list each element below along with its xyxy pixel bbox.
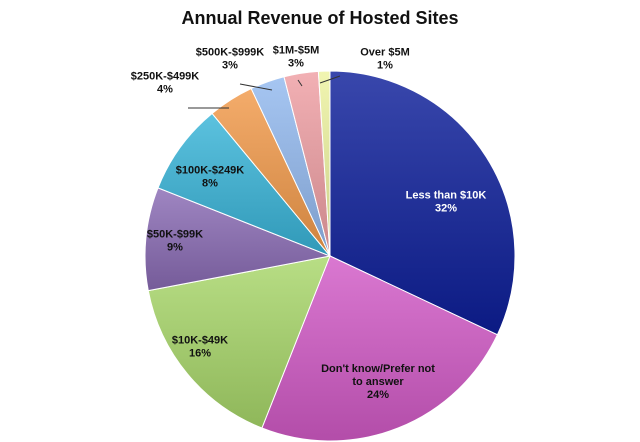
slice-label: Less than $10K 32% [406, 190, 487, 215]
slice-labels: Less than $10K 32% Don't know/Prefer not to… [131, 45, 487, 402]
pie-slices [144, 70, 516, 442]
leader-line [297, 79, 303, 87]
leader-line [239, 83, 273, 91]
pie-slice [261, 255, 499, 442]
slice-label: $10K-$49K 16% [172, 335, 228, 360]
pie-slice [144, 187, 332, 292]
pie-slice [329, 70, 516, 336]
slice-label: $1M-$5M 3% [273, 45, 319, 70]
slice-label: $50K-$99K 9% [147, 229, 203, 254]
pie-slice [157, 112, 331, 257]
slice-label: $100K-$249K 8% [176, 165, 245, 190]
leader-line [319, 75, 341, 84]
pie-slice [147, 255, 331, 429]
slice-label: $500K-$999K 3% [196, 47, 265, 72]
pie-slice [317, 70, 331, 257]
slice-label: $250K-$499K 4% [131, 71, 200, 96]
chart-title: Annual Revenue of Hosted Sites [181, 8, 459, 28]
slice-label: Over $5M 1% [360, 47, 410, 72]
leader-lines [188, 75, 341, 109]
slice-label: Don't know/Prefer not to answer 24% [321, 363, 435, 401]
